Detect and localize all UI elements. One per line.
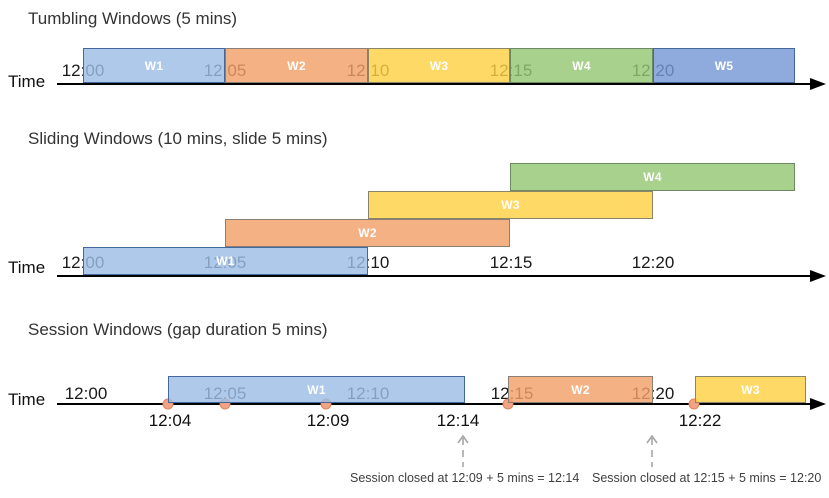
sliding-tick-1220: 12:20 [631, 253, 675, 272]
sliding-tick-1215: 12:15 [489, 253, 533, 272]
sliding-window-w4: W4 [510, 163, 795, 191]
sliding-title: Sliding Windows (10 mins, slide 5 mins) [28, 129, 328, 148]
sliding-window-w1-label: W1 [216, 254, 235, 268]
session-title: Session Windows (gap duration 5 mins) [28, 320, 328, 339]
sliding-window-w3-label: W3 [501, 198, 520, 212]
session-close-arrow-2-icon [646, 434, 658, 467]
session-event-label-1214: 12:14 [436, 411, 480, 430]
sliding-window-w3: W3 [368, 191, 653, 219]
sliding-axis-arrowhead-icon [810, 270, 826, 282]
tumbling-window-w3-label: W3 [429, 58, 449, 73]
session-close-note-1: Session closed at 12:09 + 5 mins = 12:14 [350, 471, 580, 485]
tumbling-time-axis-label: Time [8, 72, 46, 91]
session-tick-1200: 12:00 [64, 384, 108, 403]
session-event-dot-1222 [688, 398, 700, 410]
tumbling-window-w3: W3 [368, 48, 510, 83]
sliding-window-w4-label: W4 [643, 170, 662, 184]
tumbling-window-w5: W5 [653, 48, 795, 83]
tumbling-time-axis [57, 83, 812, 85]
tumbling-axis-arrowhead-icon [810, 78, 826, 90]
session-window-w2-label: W2 [571, 382, 590, 397]
session-event-label-1204: 12:04 [148, 411, 192, 430]
session-window-w2: W2 [508, 376, 653, 403]
session-close-note-2: Session closed at 12:15 + 5 mins = 12:20 [592, 471, 822, 485]
session-window-w1-label: W1 [307, 382, 326, 397]
tumbling-window-w5-label: W5 [714, 58, 734, 73]
tumbling-window-w1-label: W1 [144, 58, 164, 73]
session-window-w3: W3 [695, 376, 806, 403]
session-axis-arrowhead-icon [810, 398, 826, 410]
tumbling-window-w4-label: W4 [572, 58, 591, 73]
session-close-arrow-1-icon [457, 434, 469, 467]
sliding-window-w2: W2 [225, 219, 510, 247]
sliding-time-axis-label: Time [8, 258, 46, 277]
tumbling-window-w2: W2 [225, 48, 368, 83]
session-event-label-1222: 12:22 [678, 411, 722, 430]
tumbling-title: Tumbling Windows (5 mins) [28, 9, 238, 28]
session-time-axis-label: Time [8, 390, 46, 409]
tumbling-window-w1: W1 [83, 48, 225, 83]
sliding-window-w2-label: W2 [358, 226, 377, 240]
session-event-label-1209: 12:09 [306, 411, 350, 430]
session-time-axis [57, 403, 812, 405]
tumbling-window-w2-label: W2 [287, 58, 306, 73]
tumbling-window-w4: W4 [510, 48, 653, 83]
session-window-w3-label: W3 [741, 382, 760, 397]
sliding-time-axis [57, 275, 812, 277]
sliding-window-w1: W1 [83, 247, 368, 275]
session-window-w1: W1 [168, 376, 465, 403]
